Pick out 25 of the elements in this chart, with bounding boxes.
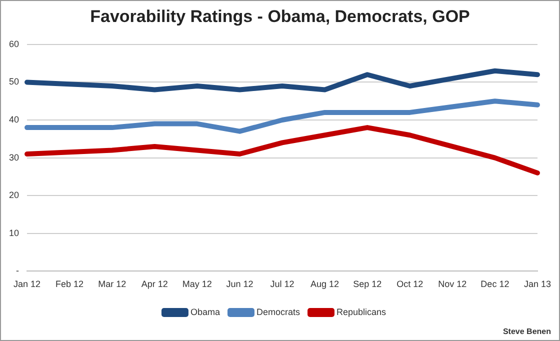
chart-title: Favorability Ratings - Obama, Democrats, GOP — [89, 7, 471, 27]
y-tick-label: 10 — [8, 228, 20, 238]
y-tick-label: 30 — [8, 152, 20, 162]
x-tick-label: Jan 13 — [524, 279, 552, 290]
x-tick-label: Jan 12 — [13, 279, 41, 290]
x-tick-label: Mar 12 — [98, 279, 126, 290]
x-tick-label: Nov 12 — [438, 279, 467, 290]
x-tick-label: Aug 12 — [310, 279, 340, 290]
x-tick-label: Sep 12 — [353, 279, 382, 290]
x-tick-label: Dec 12 — [480, 279, 510, 290]
y-tick-label: 60 — [8, 38, 20, 49]
y-tick-label: - — [16, 266, 20, 276]
x-tick-label: Oct 12 — [396, 279, 424, 290]
y-tick-label: 40 — [8, 114, 20, 124]
y-tick-label: 50 — [8, 76, 20, 87]
x-tick-label: Jul 12 — [270, 279, 294, 290]
text: Steve Benen — [502, 327, 551, 336]
legend-label: Obama — [190, 306, 220, 317]
legend-label: Republicans — [336, 306, 387, 317]
x-tick-label: May 12 — [182, 279, 212, 290]
x-tick-label: Feb 12 — [56, 279, 84, 290]
x-tick-label: Apr 12 — [141, 279, 168, 290]
legend-label: Democrats — [256, 306, 300, 317]
x-tick-label: Jun 12 — [226, 279, 254, 290]
y-tick-label: 20 — [8, 190, 20, 200]
